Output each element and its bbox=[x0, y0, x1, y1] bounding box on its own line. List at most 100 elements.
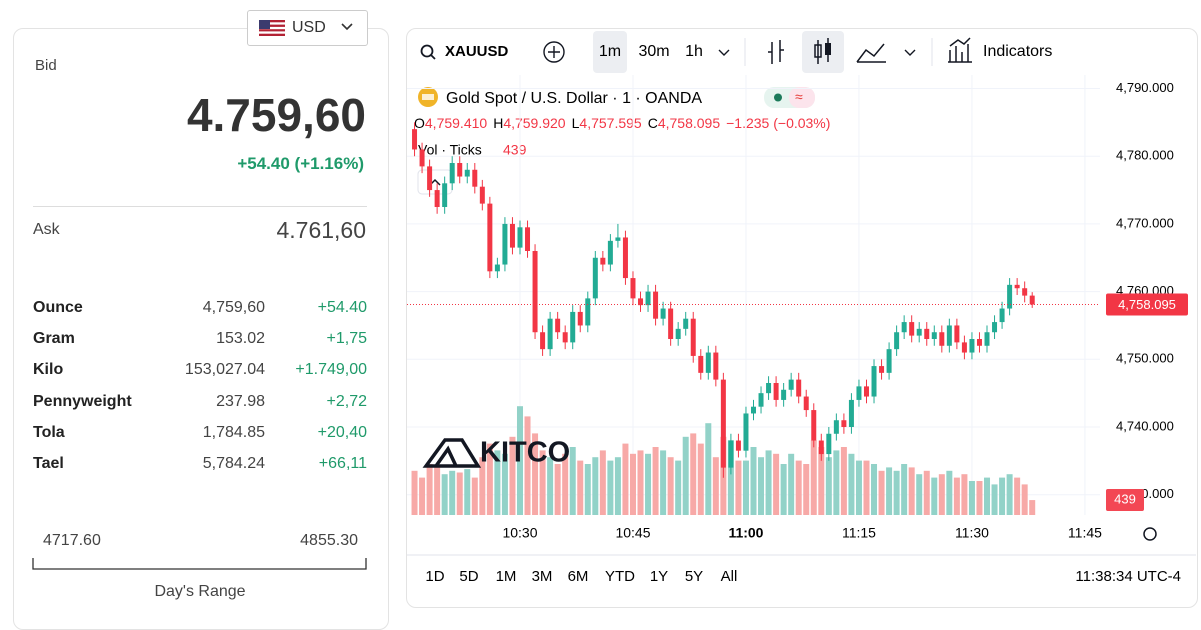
candle-body bbox=[638, 298, 644, 306]
volume-bar bbox=[705, 423, 712, 515]
range-button[interactable]: 1M bbox=[496, 568, 517, 585]
candle-body bbox=[464, 169, 470, 177]
range-button[interactable]: 6M bbox=[568, 568, 589, 585]
bid-price: 4.759,60 bbox=[186, 89, 366, 141]
volume-bar bbox=[419, 477, 426, 515]
candle-body bbox=[931, 332, 937, 339]
volume-bar bbox=[547, 457, 554, 515]
x-tick-label: 10:30 bbox=[502, 525, 537, 541]
bar-style-icon[interactable] bbox=[768, 40, 784, 64]
unit-change: +1.749,00 bbox=[295, 361, 367, 379]
candle-body bbox=[713, 352, 719, 380]
volume-bar bbox=[742, 460, 749, 515]
candle-body bbox=[969, 339, 975, 353]
ohlc-value: 4,757.595 bbox=[579, 115, 641, 131]
settings-icon[interactable] bbox=[1143, 527, 1157, 541]
unit-name: Pennyweight bbox=[33, 392, 132, 410]
indicators-icon[interactable] bbox=[948, 37, 972, 63]
candle-body bbox=[924, 328, 930, 339]
candle-body bbox=[871, 366, 877, 397]
candle-body bbox=[517, 227, 523, 248]
candle-body bbox=[856, 386, 862, 400]
symbol[interactable]: XAUUSD bbox=[445, 43, 509, 60]
volume-bar bbox=[509, 436, 516, 515]
page: USD Bid 4.759,60 +54.40 (+1.16%) Ask 4.7… bbox=[13, 10, 1198, 630]
search-icon[interactable] bbox=[420, 44, 434, 58]
candle-body bbox=[811, 410, 817, 441]
candle-body bbox=[585, 298, 591, 326]
unit-change: +54.40 bbox=[317, 299, 367, 316]
y-tick-label: 4,780.000 bbox=[1116, 148, 1174, 163]
volume-bar bbox=[946, 470, 953, 515]
volume-bar bbox=[953, 477, 960, 515]
ohlc-key: C bbox=[648, 115, 658, 131]
volume-bar bbox=[456, 472, 463, 515]
candle-body bbox=[577, 311, 583, 326]
svg-text:≈: ≈ bbox=[795, 89, 803, 105]
range-button[interactable]: 5Y bbox=[685, 568, 703, 585]
volume-bar bbox=[825, 457, 832, 515]
volume-bar bbox=[961, 474, 968, 515]
range-button[interactable]: 3M bbox=[532, 568, 553, 585]
unit-price: 153,027.04 bbox=[184, 361, 265, 379]
range-button[interactable]: 1Y bbox=[650, 568, 668, 585]
chart: XAUUSD Indicators Gold Spot / U.S. Dolla… bbox=[407, 31, 1196, 585]
volume-bar bbox=[592, 457, 599, 515]
candle-body bbox=[675, 328, 681, 339]
volume-bar bbox=[735, 460, 742, 515]
currency-select[interactable]: USD bbox=[247, 10, 368, 46]
bid-change: +54.40 (+1.16%) bbox=[237, 154, 364, 173]
volume-bar bbox=[532, 433, 539, 515]
interval[interactable]: 30m bbox=[638, 43, 669, 60]
candle-body bbox=[660, 308, 666, 319]
volume-bar bbox=[607, 460, 614, 515]
candle-body bbox=[720, 379, 726, 468]
candle-style-active[interactable] bbox=[802, 31, 844, 73]
candle-body bbox=[555, 318, 561, 333]
volume-bar bbox=[629, 453, 636, 515]
x-tick-label: 11:15 bbox=[842, 525, 876, 541]
candle-body bbox=[502, 223, 508, 265]
candle-body bbox=[984, 332, 990, 346]
interval[interactable]: 1h bbox=[685, 43, 703, 60]
range-button[interactable]: YTD bbox=[605, 568, 635, 585]
candle-body bbox=[622, 237, 628, 279]
unit-price: 153.02 bbox=[216, 330, 265, 348]
add-symbol[interactable] bbox=[543, 41, 565, 63]
volume-bar bbox=[871, 464, 878, 515]
separator bbox=[33, 206, 367, 207]
indicators[interactable]: Indicators bbox=[983, 43, 1052, 60]
volume-bar bbox=[999, 477, 1006, 515]
candle-body bbox=[863, 386, 869, 397]
volume-bar bbox=[931, 477, 938, 515]
volume-bar bbox=[727, 440, 734, 515]
interval[interactable]: 1m bbox=[599, 43, 621, 60]
candle-body bbox=[412, 129, 418, 150]
range-button[interactable]: All bbox=[721, 568, 738, 585]
unit-name: Tael bbox=[33, 455, 64, 472]
candle-body bbox=[472, 169, 478, 187]
volume-bar bbox=[893, 470, 900, 515]
ask-label: Ask bbox=[33, 221, 60, 238]
candle-body bbox=[954, 325, 960, 343]
volume-bar bbox=[697, 443, 704, 515]
candle-body bbox=[803, 396, 809, 411]
candle-body bbox=[698, 355, 704, 373]
volume-bar bbox=[426, 464, 433, 515]
area-style-icon[interactable] bbox=[856, 43, 886, 63]
candle-body bbox=[879, 366, 885, 373]
chart-title: Gold Spot / U.S. Dollar · 1 · OANDA bbox=[446, 90, 702, 107]
range-button[interactable]: 1D bbox=[425, 568, 444, 585]
volume-bar bbox=[645, 453, 652, 515]
volume-bar bbox=[1021, 484, 1028, 515]
candle-body bbox=[525, 227, 531, 251]
candle-body bbox=[916, 328, 922, 336]
range-button[interactable]: 5D bbox=[459, 568, 478, 585]
unit-name: Gram bbox=[33, 330, 75, 348]
unit-change: +1,75 bbox=[326, 330, 367, 348]
interval-active bbox=[593, 31, 627, 73]
candle-body bbox=[600, 257, 606, 265]
volume-bar bbox=[584, 464, 591, 515]
volume-bar bbox=[411, 470, 418, 515]
last-volume-box bbox=[1106, 489, 1144, 511]
